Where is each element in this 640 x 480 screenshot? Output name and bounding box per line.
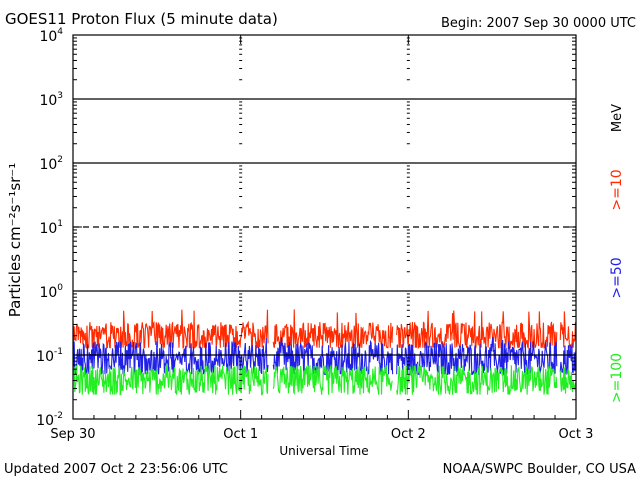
series-line-1 xyxy=(72,309,577,350)
y-tick-label: 101 xyxy=(39,219,63,237)
chart-title: GOES11 Proton Flux (5 minute data) xyxy=(5,10,278,28)
legend-entry-1: >=10 xyxy=(609,169,625,210)
x-tick-label: Sep 30 xyxy=(50,427,95,442)
x-tick-label: Oct 1 xyxy=(223,427,258,442)
legend-entry-2: >=50 xyxy=(609,257,625,298)
y-tick-label: 104 xyxy=(39,27,63,45)
source-credit: NOAA/SWPC Boulder, CO USA xyxy=(443,462,636,477)
x-axis-label: Universal Time xyxy=(279,444,368,458)
y-tick-label: 103 xyxy=(39,91,63,109)
legend-entry-3: >=100 xyxy=(609,353,625,403)
updated-timestamp: Updated 2007 Oct 2 23:56:06 UTC xyxy=(4,462,228,477)
x-tick-label: Oct 3 xyxy=(559,427,594,442)
begin-time: Begin: 2007 Sep 30 0000 UTC xyxy=(441,16,636,31)
y-tick-label: 100 xyxy=(39,283,63,301)
x-tick-label: Oct 2 xyxy=(391,427,426,442)
y-tick-label: 10-1 xyxy=(36,347,63,365)
series-line-3 xyxy=(72,363,577,396)
plot-area: 10-2 10-1 100 101 102 103 104 Sep 30 Oct 1 Oct 2 O… xyxy=(36,27,625,442)
legend-units-label: MeV xyxy=(610,104,625,132)
y-tick-label: 10-2 xyxy=(36,411,63,429)
y-tick-label: 102 xyxy=(39,155,63,173)
y-axis-label: Particles cm⁻²s⁻¹sr⁻¹ xyxy=(6,163,24,317)
